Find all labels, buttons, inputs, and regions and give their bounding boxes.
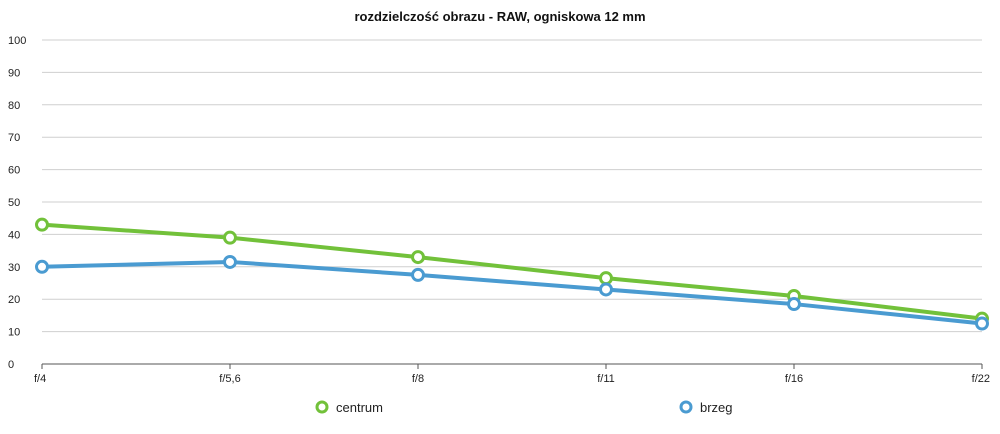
y-axis-tick-labels: 0 10 20 30 40 50 60 70 80 90 100: [8, 35, 26, 371]
data-point: [223, 254, 237, 269]
series-brzeg: [35, 254, 989, 331]
data-point: [223, 230, 237, 245]
x-axis-tick-labels: f/4 f/5,6 f/8 f/11 f/16 f/22: [34, 364, 990, 385]
series-centrum: [35, 217, 989, 326]
series-line: [40, 222, 984, 321]
x-tick-label: f/22: [972, 373, 990, 385]
x-tick-label: f/4: [34, 373, 46, 385]
y-tick-label: 80: [8, 100, 20, 112]
legend: centrum brzeg: [315, 400, 733, 415]
data-point: [35, 217, 49, 232]
gridlines: [42, 39, 982, 365]
y-tick-label: 100: [8, 35, 26, 47]
legend-marker: [679, 400, 693, 414]
y-tick-label: 50: [8, 197, 20, 209]
y-tick-label: 10: [8, 327, 20, 339]
data-point: [975, 316, 989, 331]
y-tick-label: 60: [8, 165, 20, 177]
chart-title: rozdzielczość obrazu - RAW, ogniskowa 12…: [354, 9, 645, 24]
y-tick-label: 90: [8, 67, 20, 79]
series-line: [40, 259, 984, 326]
y-tick-label: 30: [8, 262, 20, 274]
y-tick-label: 70: [8, 132, 20, 144]
data-point: [411, 250, 425, 265]
x-tick-label: f/5,6: [219, 373, 240, 385]
legend-label: brzeg: [700, 400, 733, 415]
x-tick-label: f/11: [597, 373, 615, 385]
y-tick-label: 20: [8, 294, 20, 306]
y-tick-label: 0: [8, 359, 14, 371]
series-lines: [35, 217, 989, 331]
data-point: [411, 267, 425, 282]
legend-item: centrum: [315, 400, 383, 415]
x-tick-label: f/8: [412, 373, 424, 385]
legend-marker: [315, 400, 329, 414]
legend-item: brzeg: [679, 400, 733, 415]
data-point: [599, 282, 613, 297]
data-point: [599, 271, 613, 286]
x-tick-label: f/16: [785, 373, 803, 385]
data-point: [35, 259, 49, 274]
y-tick-label: 40: [8, 229, 20, 241]
legend-label: centrum: [336, 400, 383, 415]
data-point: [787, 297, 801, 312]
